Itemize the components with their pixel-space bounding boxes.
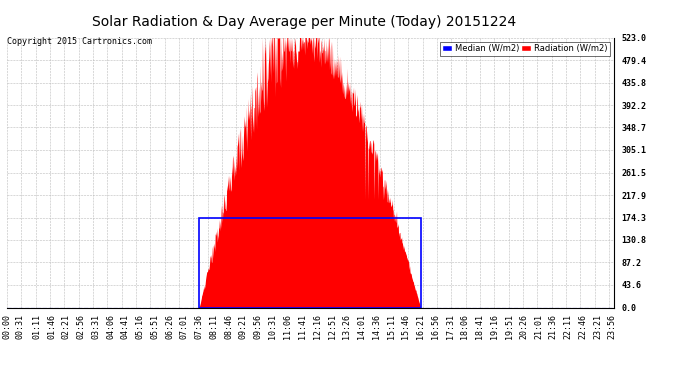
Bar bbox=[199, 217, 421, 308]
Text: Copyright 2015 Cartronics.com: Copyright 2015 Cartronics.com bbox=[7, 38, 152, 46]
Legend: Median (W/m2), Radiation (W/m2): Median (W/m2), Radiation (W/m2) bbox=[440, 42, 610, 56]
Text: Solar Radiation & Day Average per Minute (Today) 20151224: Solar Radiation & Day Average per Minute… bbox=[92, 15, 515, 29]
